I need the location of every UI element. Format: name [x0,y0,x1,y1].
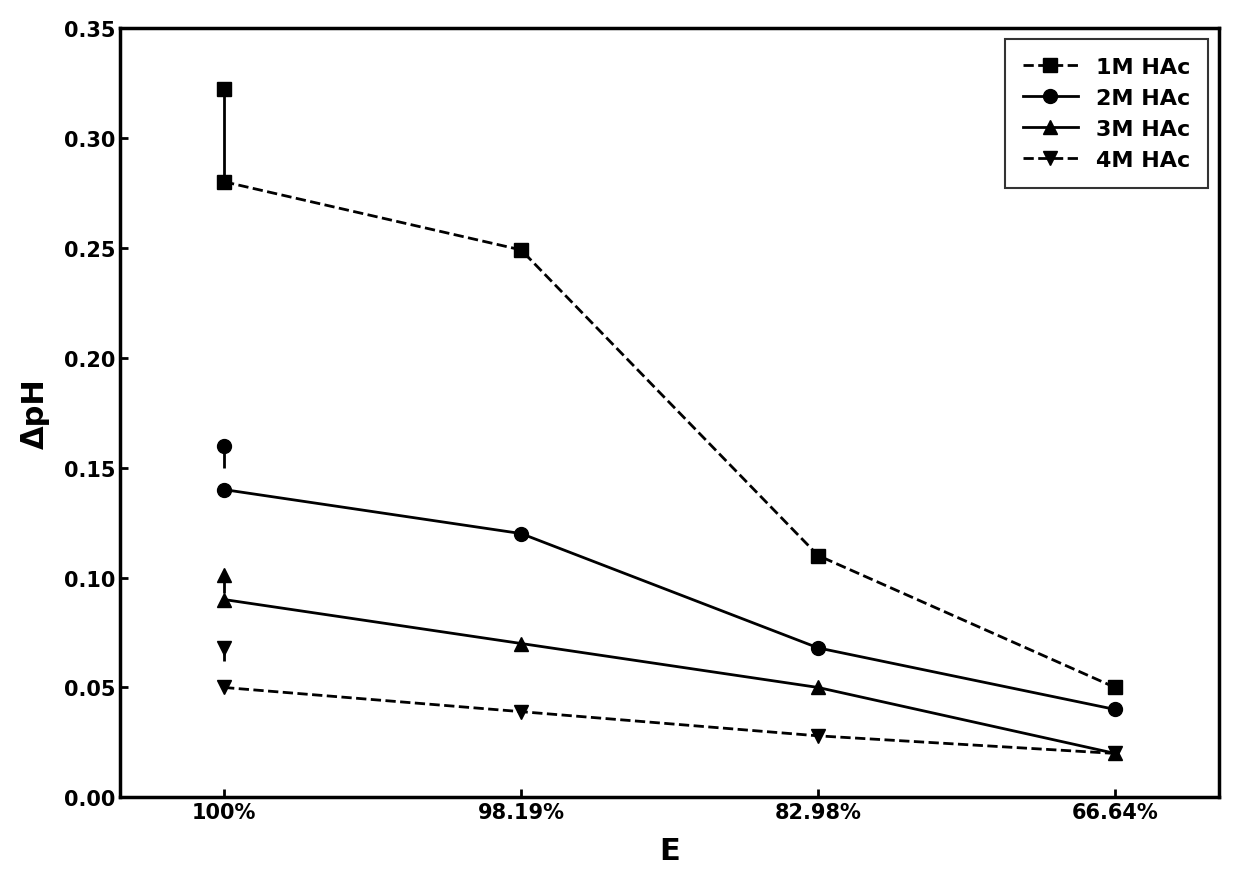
Legend: 1M HAc, 2M HAc, 3M HAc, 4M HAc: 1M HAc, 2M HAc, 3M HAc, 4M HAc [1004,40,1208,189]
1M HAc [1107,682,1122,693]
3M HAc [217,595,232,605]
2M HAc [811,643,826,654]
1M HAc [217,177,232,188]
Line: 3M HAc: 3M HAc [217,593,1122,760]
Line: 2M HAc: 2M HAc [217,483,1122,717]
3M HAc [1107,749,1122,759]
3M HAc [811,682,826,693]
Line: 4M HAc: 4M HAc [217,680,1122,760]
4M HAc [811,731,826,742]
Line: 1M HAc: 1M HAc [217,175,1122,695]
4M HAc [1107,749,1122,759]
1M HAc [513,245,528,256]
3M HAc [513,639,528,649]
4M HAc [217,682,232,693]
2M HAc [217,485,232,495]
Y-axis label: ΔpH: ΔpH [21,377,50,448]
X-axis label: E: E [660,836,680,866]
1M HAc [811,550,826,561]
2M HAc [513,529,528,540]
4M HAc [513,706,528,717]
2M HAc [1107,704,1122,715]
